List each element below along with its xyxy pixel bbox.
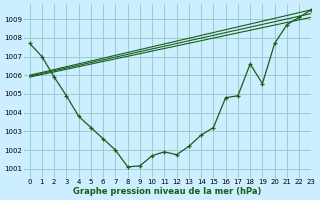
X-axis label: Graphe pression niveau de la mer (hPa): Graphe pression niveau de la mer (hPa) xyxy=(73,187,262,196)
